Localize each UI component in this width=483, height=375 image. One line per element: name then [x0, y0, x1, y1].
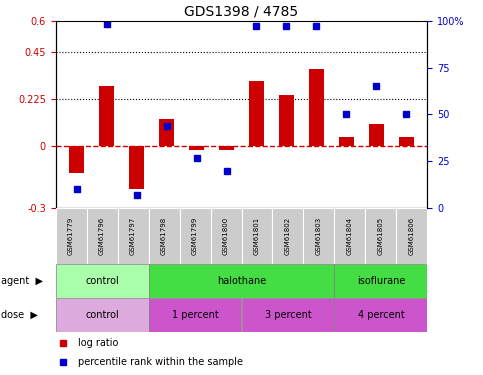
Text: GSM61798: GSM61798 [161, 217, 167, 255]
Bar [56, 208, 86, 264]
Bar [149, 208, 180, 264]
Text: GSM61803: GSM61803 [316, 217, 322, 255]
Text: control: control [85, 310, 119, 320]
Bar [279, 94, 294, 146]
Text: dose  ▶: dose ▶ [1, 310, 38, 320]
Text: halothane: halothane [217, 276, 266, 286]
Bar [56, 298, 149, 332]
Bar [56, 264, 149, 298]
Text: log ratio: log ratio [78, 338, 118, 348]
Text: GSM61797: GSM61797 [130, 217, 136, 255]
Bar [334, 208, 366, 264]
Bar [339, 137, 354, 146]
Bar [129, 146, 144, 189]
Bar [399, 137, 414, 146]
Text: agent  ▶: agent ▶ [1, 276, 43, 286]
Text: 3 percent: 3 percent [265, 310, 312, 320]
Text: control: control [85, 276, 119, 286]
Text: GSM61805: GSM61805 [378, 217, 384, 255]
Bar [149, 298, 242, 332]
Bar [242, 298, 334, 332]
Text: GSM61796: GSM61796 [99, 217, 105, 255]
Bar [369, 124, 384, 146]
Bar [397, 208, 427, 264]
Bar [309, 69, 324, 146]
Bar [272, 208, 303, 264]
Title: GDS1398 / 4785: GDS1398 / 4785 [185, 4, 298, 18]
Text: 1 percent: 1 percent [171, 310, 218, 320]
Text: GSM61779: GSM61779 [68, 217, 74, 255]
Bar [219, 146, 234, 150]
Bar [86, 208, 117, 264]
Text: percentile rank within the sample: percentile rank within the sample [78, 357, 243, 367]
Bar [69, 146, 84, 173]
Bar [117, 208, 149, 264]
Bar [334, 298, 427, 332]
Text: isoflurane: isoflurane [357, 276, 405, 286]
Bar [180, 208, 211, 264]
Bar [211, 208, 242, 264]
Bar [366, 208, 397, 264]
Text: 4 percent: 4 percent [357, 310, 404, 320]
Bar [189, 146, 204, 150]
Text: GSM61804: GSM61804 [347, 217, 353, 255]
Bar [159, 118, 174, 146]
Bar [334, 264, 427, 298]
Text: GSM61801: GSM61801 [254, 217, 260, 255]
Bar [99, 86, 114, 146]
Text: GSM61802: GSM61802 [285, 217, 291, 255]
Bar [149, 264, 334, 298]
Text: GSM61799: GSM61799 [192, 217, 198, 255]
Text: GSM61800: GSM61800 [223, 217, 229, 255]
Bar [249, 81, 264, 146]
Bar [303, 208, 334, 264]
Text: GSM61806: GSM61806 [409, 217, 415, 255]
Bar [242, 208, 272, 264]
